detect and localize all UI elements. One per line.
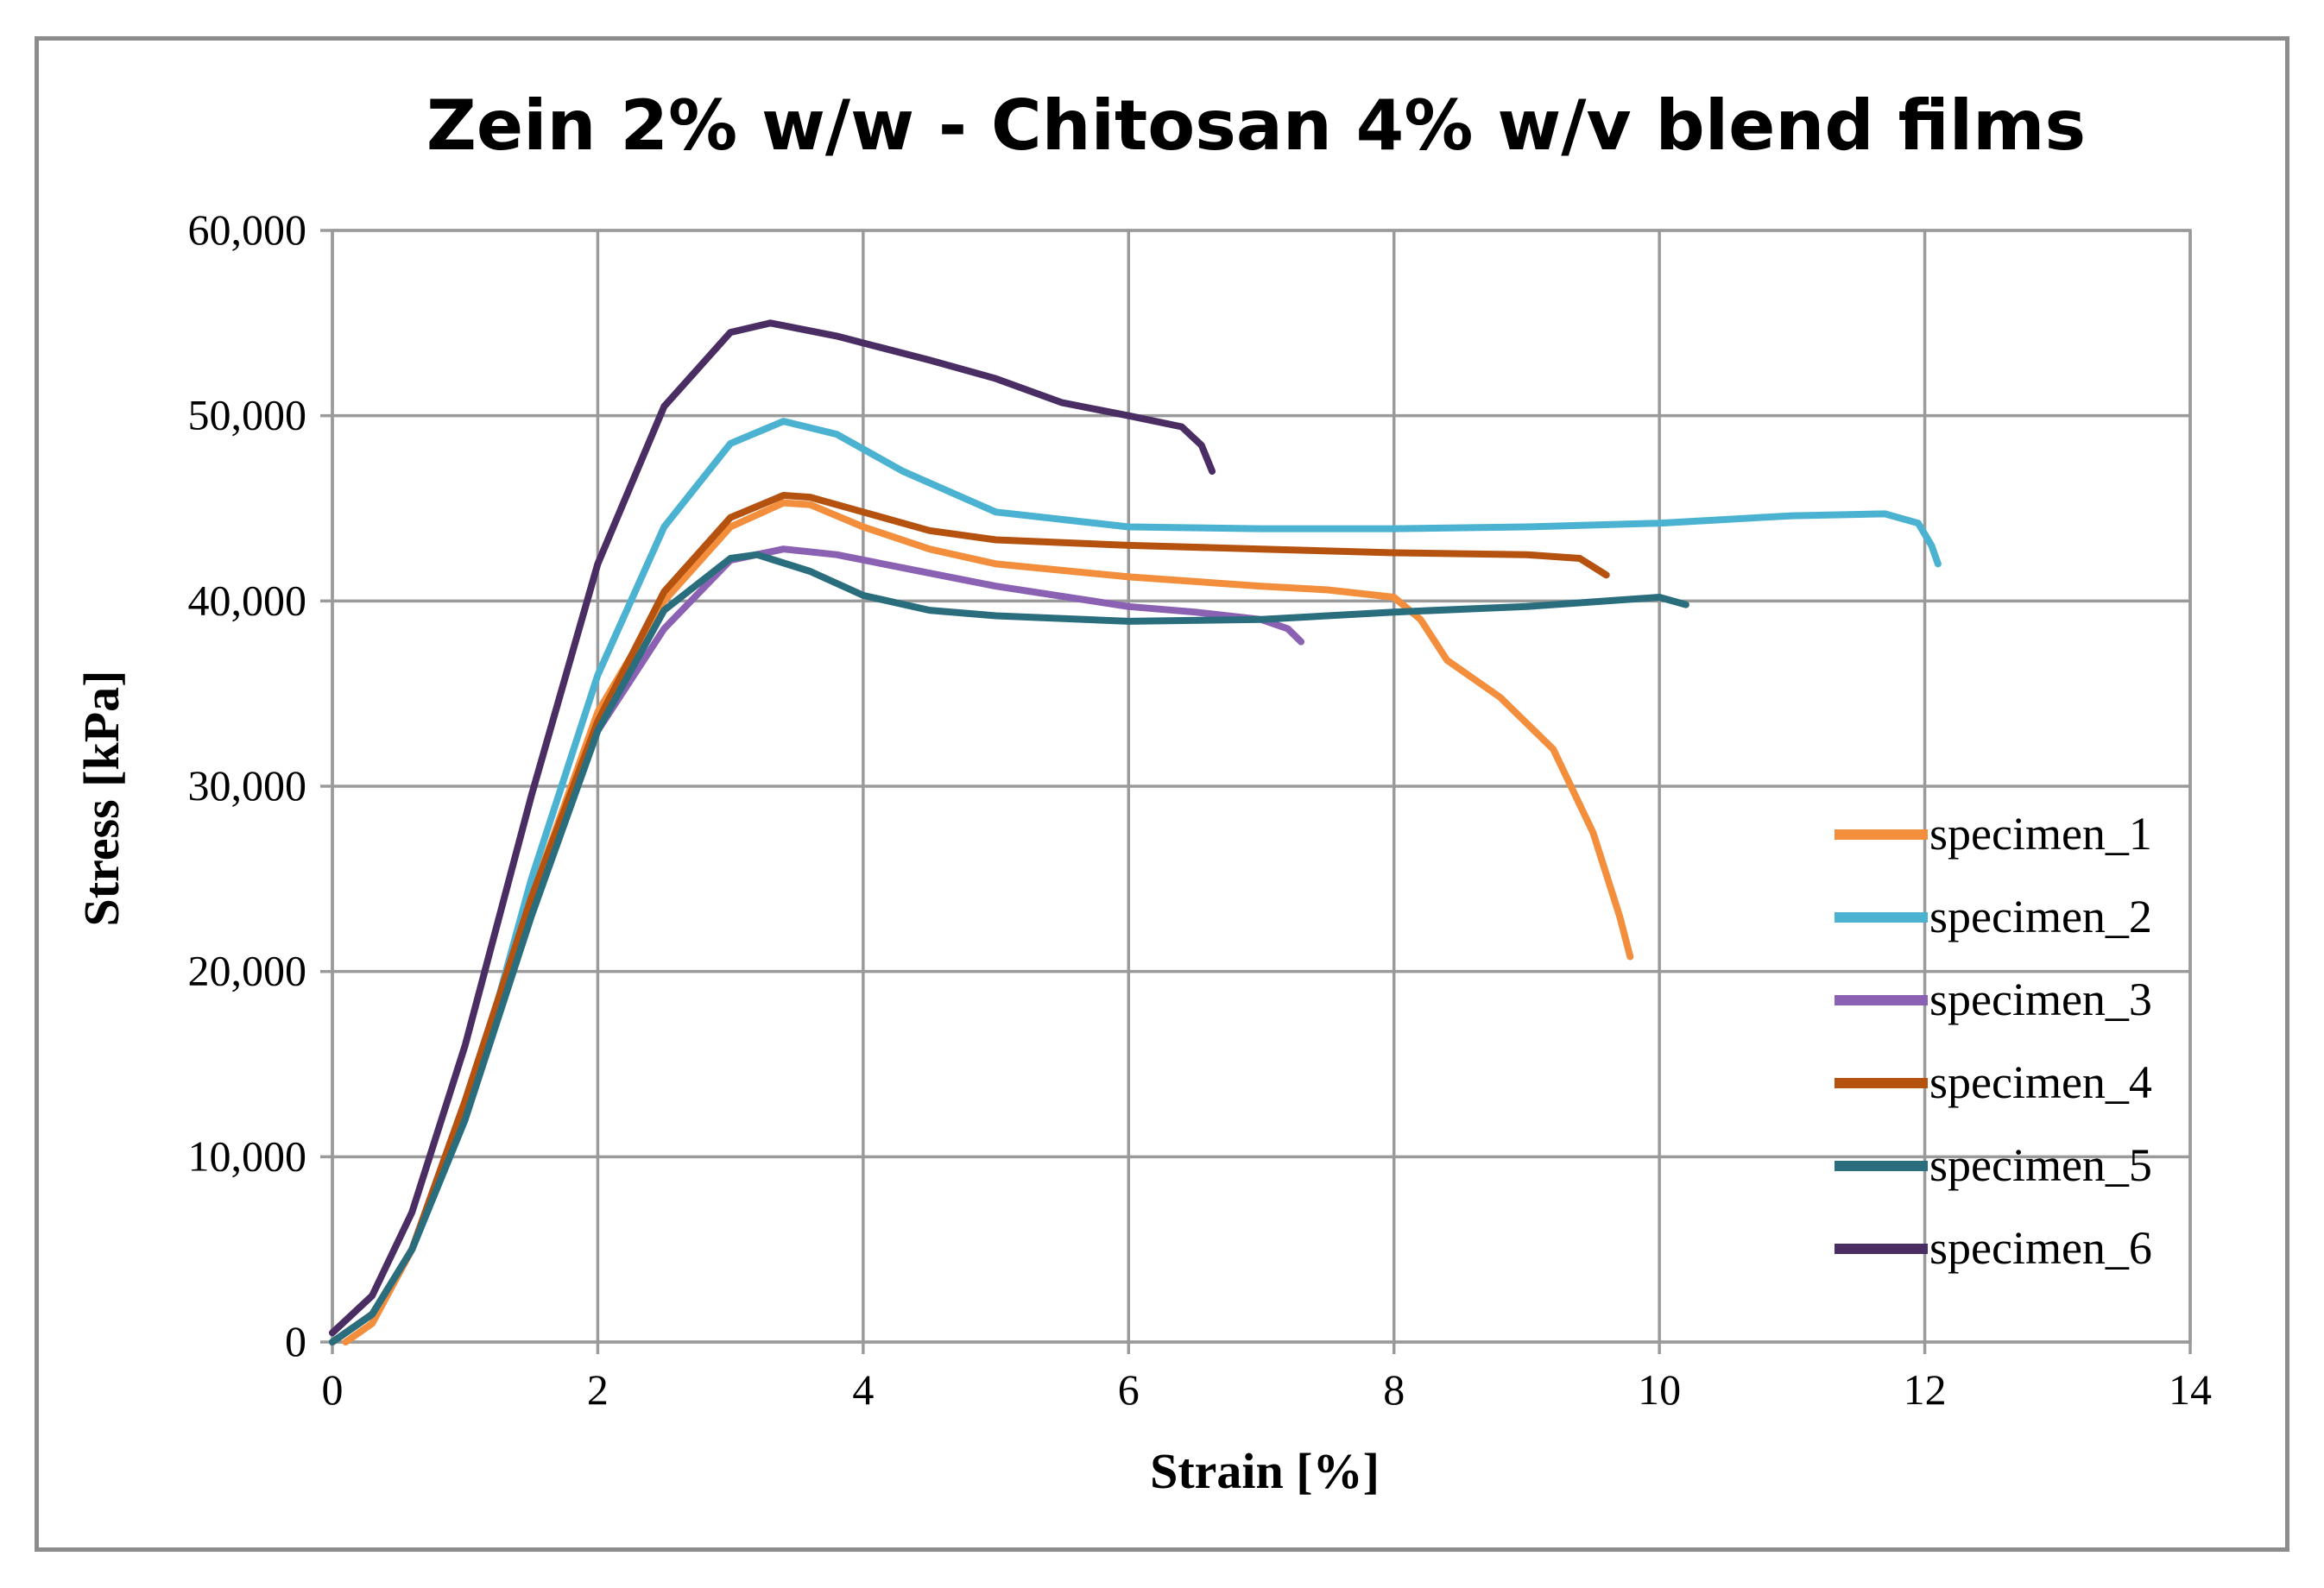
- legend-label: specimen_5: [1929, 1139, 2152, 1191]
- x-axis-ticks: 0 2 4 6 8 10 12 14: [322, 1342, 2212, 1414]
- legend: specimen_1 specimen_2 specimen_3 specimen_4…: [1835, 808, 2152, 1274]
- x-axis-label: Strain [%]: [1150, 1443, 1380, 1499]
- series-line-specimen-6: [329, 319, 1216, 1337]
- legend-label: specimen_4: [1929, 1056, 2152, 1108]
- legend-label: specimen_1: [1929, 808, 2152, 860]
- y-tick-label: 30,000: [188, 761, 307, 810]
- y-tick-label: 10,000: [188, 1131, 307, 1180]
- x-tick-label: 10: [1638, 1365, 1681, 1414]
- y-axis-ticks: 0 10,000 20,000 30,000 40,000 50,000 60,000: [188, 205, 332, 1365]
- series-line-specimen-4: [329, 492, 1610, 1345]
- chart-canvas: Zein 2% w/w - Chitosan 4% w/v blend film…: [73, 85, 2212, 1499]
- series-line-specimen-2: [329, 418, 1942, 1345]
- x-tick-label: 4: [852, 1365, 874, 1414]
- x-tick-label: 0: [322, 1365, 344, 1414]
- series-line-specimen-3: [329, 545, 1305, 1345]
- x-tick-label: 14: [2169, 1365, 2212, 1414]
- x-tick-label: 12: [1904, 1365, 1947, 1414]
- x-tick-label: 6: [1118, 1365, 1140, 1414]
- y-tick-label: 40,000: [188, 576, 307, 624]
- series-line-specimen-5: [329, 551, 1689, 1345]
- gridlines: [331, 229, 2192, 1344]
- series-layer: [329, 319, 1942, 1345]
- y-axis-label: Stress [kPa]: [73, 671, 129, 927]
- chart-frame: Zein 2% w/w - Chitosan 4% w/v blend film…: [35, 36, 2289, 1552]
- chart-title: Zein 2% w/w - Chitosan 4% w/v blend film…: [426, 85, 2086, 166]
- legend-label: specimen_2: [1929, 891, 2152, 942]
- y-tick-label: 20,000: [188, 947, 307, 995]
- y-tick-label: 0: [285, 1317, 306, 1365]
- y-tick-label: 50,000: [188, 391, 307, 439]
- legend-label: specimen_6: [1929, 1222, 2152, 1274]
- x-tick-label: 2: [587, 1365, 609, 1414]
- legend-label: specimen_3: [1929, 974, 2152, 1025]
- y-tick-label: 60,000: [188, 205, 307, 254]
- series-line-specimen-1: [342, 499, 1634, 1345]
- x-tick-label: 8: [1383, 1365, 1405, 1414]
